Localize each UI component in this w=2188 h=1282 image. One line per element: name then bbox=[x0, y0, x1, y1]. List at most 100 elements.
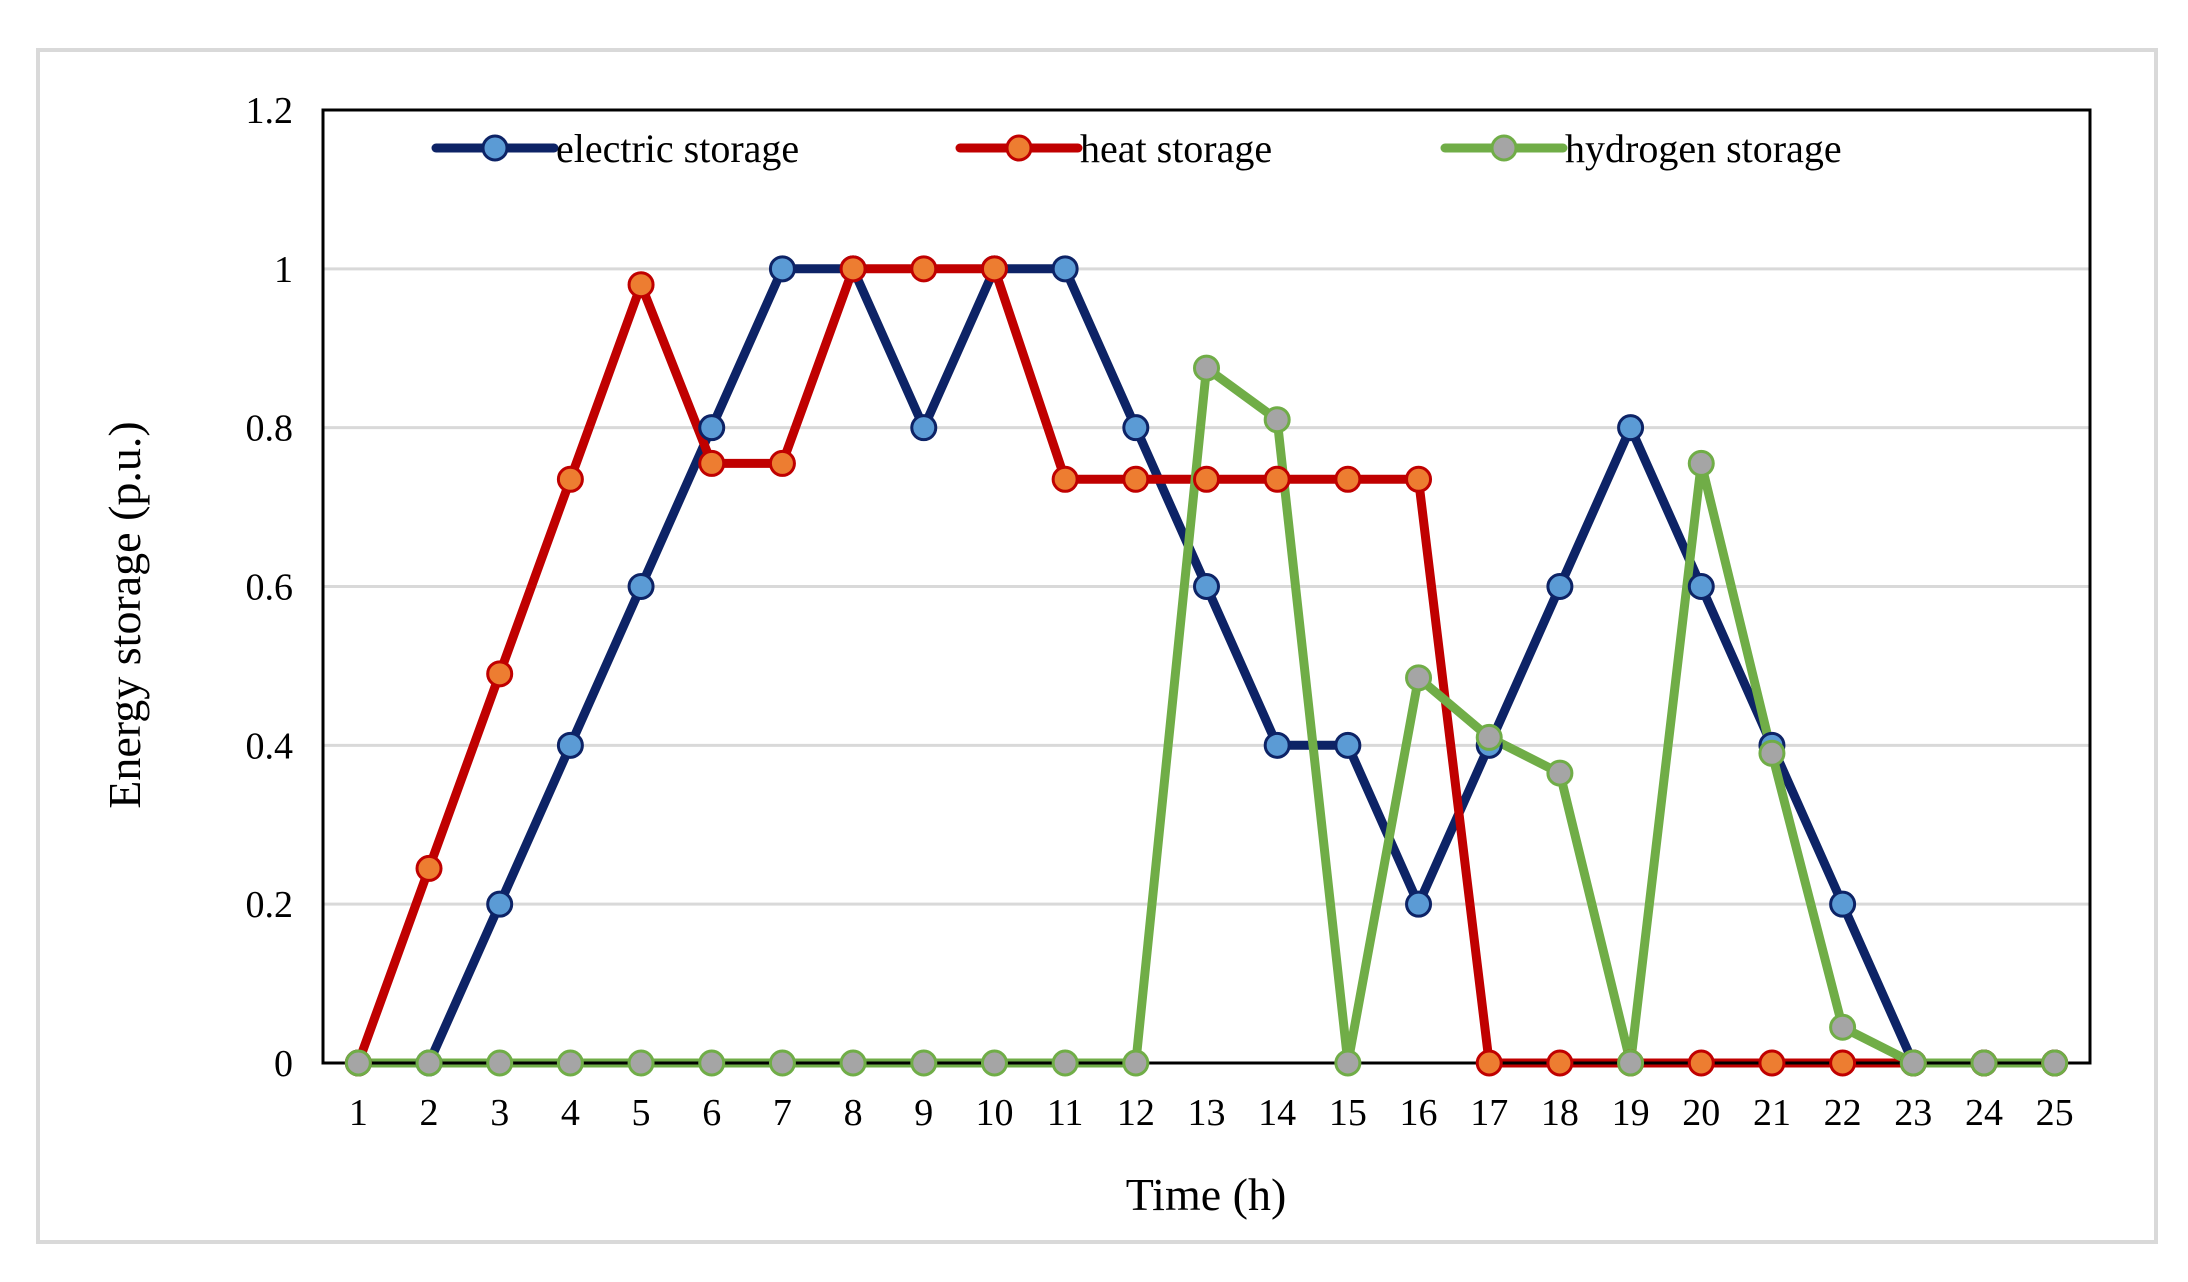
hydrogen-storage-point bbox=[344, 1049, 372, 1077]
x-tick-label: 22 bbox=[1824, 1092, 1862, 1134]
legend-item-heat-storage: heat storage bbox=[955, 126, 1272, 171]
x-tick-label: 5 bbox=[632, 1092, 651, 1134]
legend-marker bbox=[1490, 134, 1518, 162]
x-tick-label: 24 bbox=[1965, 1092, 2003, 1134]
x-tick-label: 9 bbox=[914, 1092, 933, 1134]
x-tick-label: 3 bbox=[490, 1092, 509, 1134]
electric-storage-point bbox=[910, 414, 938, 442]
electric-storage-point bbox=[556, 731, 584, 759]
electric-storage-point bbox=[1193, 573, 1220, 600]
hydrogen-storage-point bbox=[1263, 406, 1291, 434]
heat-storage-point bbox=[768, 449, 796, 477]
hydrogen-storage-point bbox=[486, 1049, 514, 1077]
x-axis-title: Time (h) bbox=[1126, 1169, 1287, 1220]
hydrogen-storage-point bbox=[415, 1049, 443, 1077]
x-tick-label: 10 bbox=[975, 1092, 1013, 1134]
hydrogen-storage-point bbox=[1829, 1013, 1857, 1041]
electric-storage-point bbox=[1617, 414, 1645, 442]
y-tick-label: 0.8 bbox=[246, 408, 294, 450]
hydrogen-storage-point bbox=[556, 1049, 584, 1077]
x-tick-label: 18 bbox=[1541, 1092, 1579, 1134]
heat-storage-point bbox=[415, 854, 443, 882]
hydrogen-storage-point bbox=[839, 1049, 867, 1077]
hydrogen-storage-point bbox=[768, 1049, 796, 1077]
series-lines bbox=[353, 264, 2060, 1068]
hydrogen-storage-point bbox=[1758, 739, 1786, 767]
heat-storage-point bbox=[1051, 465, 1079, 493]
y-tick-label: 0.4 bbox=[246, 725, 294, 767]
hydrogen-storage-markers bbox=[344, 354, 2069, 1077]
heat-storage-point bbox=[627, 271, 655, 299]
hydrogen-storage-point bbox=[1122, 1049, 1150, 1077]
hydrogen-storage-point bbox=[2041, 1049, 2069, 1077]
heat-storage-point bbox=[980, 255, 1008, 283]
x-tick-label: 21 bbox=[1753, 1092, 1791, 1134]
heat-storage-point bbox=[556, 465, 584, 493]
hydrogen-storage-point bbox=[1687, 449, 1715, 477]
x-tick-label: 11 bbox=[1047, 1092, 1084, 1134]
hydrogen-storage-point bbox=[1546, 759, 1574, 787]
heat-storage-point bbox=[1546, 1049, 1574, 1077]
gridlines bbox=[323, 267, 2090, 906]
plot-area-border bbox=[321, 108, 2092, 1065]
y-tick-label: 0 bbox=[274, 1043, 293, 1085]
x-axis-ticks: 1 2 3 4 5 6 7 8 9 10 11 12 13 14 15 16 17 18 19 20 21 22 23 24 2… bbox=[349, 1092, 2074, 1134]
electric-storage-point bbox=[486, 890, 514, 918]
electric-storage-point bbox=[1334, 731, 1362, 759]
hydrogen-storage-point bbox=[1405, 664, 1433, 692]
heat-storage-point bbox=[1475, 1049, 1503, 1077]
chart-frame bbox=[36, 48, 2158, 1244]
electric-storage-point bbox=[698, 414, 726, 442]
x-tick-label: 23 bbox=[1894, 1092, 1932, 1134]
hydrogen-storage-point bbox=[1334, 1049, 1362, 1077]
heat-storage-point bbox=[1758, 1049, 1786, 1077]
x-tick-label: 15 bbox=[1329, 1092, 1367, 1134]
x-tick-label: 14 bbox=[1258, 1092, 1296, 1134]
electric-storage-point bbox=[1687, 573, 1715, 600]
heat-storage-point bbox=[1687, 1049, 1715, 1077]
hydrogen-storage-point bbox=[1899, 1049, 1927, 1077]
x-tick-label: 7 bbox=[773, 1092, 792, 1134]
heat-storage-point bbox=[1122, 465, 1150, 493]
x-tick-label: 19 bbox=[1612, 1092, 1650, 1134]
x-tick-label: 16 bbox=[1400, 1092, 1438, 1134]
series-markers bbox=[344, 255, 2069, 1077]
legend-marker bbox=[1005, 134, 1033, 162]
heat-storage-point bbox=[910, 255, 938, 283]
legend-label: electric storage bbox=[556, 126, 799, 171]
legend-item-hydrogen-storage: hydrogen storage bbox=[1440, 126, 1842, 171]
y-tick-label: 0.2 bbox=[246, 884, 294, 926]
legend-label: hydrogen storage bbox=[1565, 126, 1842, 171]
plot-border bbox=[321, 108, 2092, 1065]
hydrogen-storage-point bbox=[627, 1049, 655, 1077]
electric-storage-point bbox=[1405, 890, 1433, 918]
hydrogen-storage-point bbox=[1970, 1049, 1998, 1077]
x-tick-label: 17 bbox=[1470, 1092, 1508, 1134]
heat-storage-point bbox=[1263, 465, 1291, 493]
heat-storage-point bbox=[486, 660, 514, 688]
electric-storage-point bbox=[1263, 731, 1291, 759]
y-axis-title: Energy storage (p.u.) bbox=[99, 421, 150, 808]
x-tick-label: 4 bbox=[561, 1092, 580, 1134]
heat-storage-point bbox=[1193, 465, 1220, 493]
x-tick-label: 25 bbox=[2036, 1092, 2074, 1134]
heat-storage-point bbox=[839, 255, 867, 283]
legend: electric storage heat storage hydrogen sto… bbox=[431, 126, 1842, 171]
hydrogen-storage-point bbox=[1193, 354, 1220, 382]
hydrogen-storage-point bbox=[1051, 1049, 1079, 1077]
x-tick-label: 20 bbox=[1682, 1092, 1720, 1134]
y-axis-ticks: 0 0.2 0.4 0.6 0.8 1 1.2 bbox=[246, 90, 294, 1085]
x-tick-label: 12 bbox=[1117, 1092, 1155, 1134]
electric-storage-point bbox=[1829, 890, 1857, 918]
electric-storage-point bbox=[1546, 573, 1574, 600]
y-tick-label: 0.6 bbox=[246, 567, 294, 609]
electric-storage-point bbox=[627, 573, 655, 600]
heat-storage-point bbox=[1334, 465, 1362, 493]
x-tick-label: 8 bbox=[844, 1092, 863, 1134]
electric-storage-point bbox=[768, 255, 796, 283]
heat-storage-point bbox=[698, 449, 726, 477]
x-tick-label: 1 bbox=[349, 1092, 368, 1134]
legend-item-electric-storage: electric storage bbox=[431, 126, 799, 171]
x-tick-label: 2 bbox=[420, 1092, 439, 1134]
